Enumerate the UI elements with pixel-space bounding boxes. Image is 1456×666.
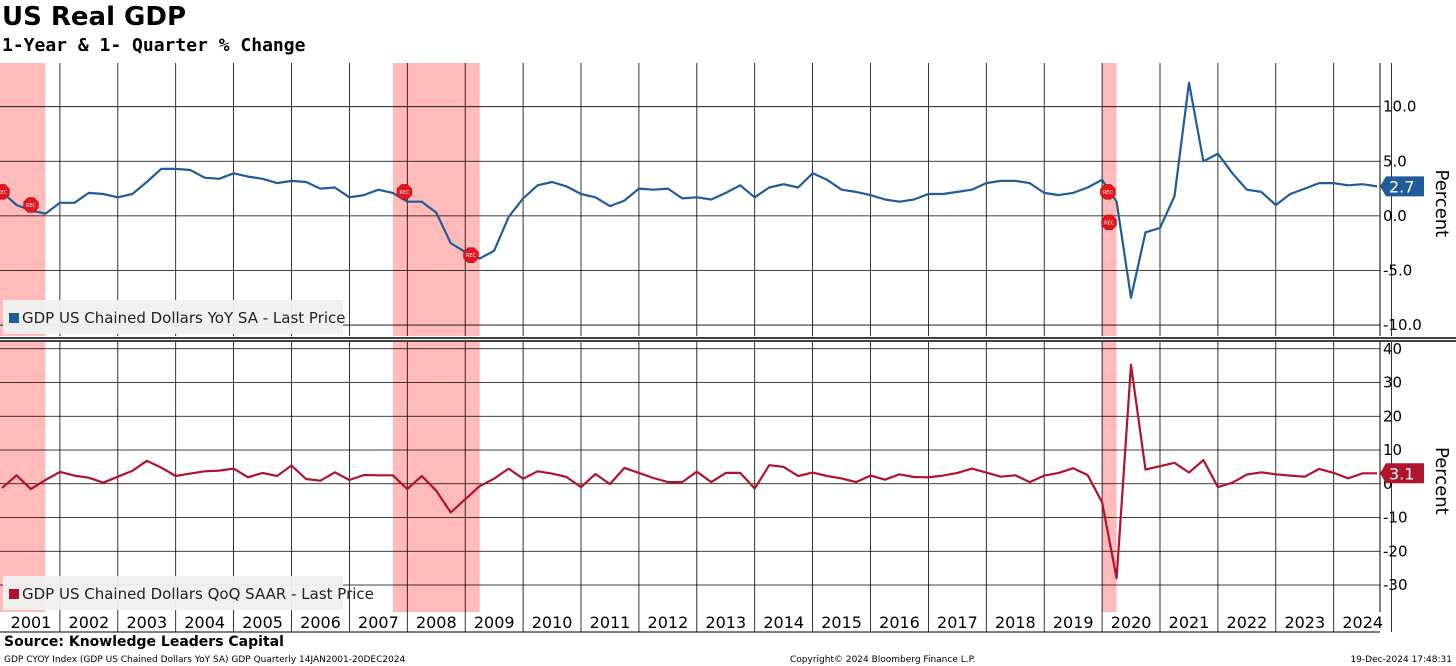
chart-subtitle: 1-Year & 1- Quarter % Change (2, 35, 306, 56)
x-axis: 2001 2002 2003 2004 2005 2006 2007 2008 2009 2010… (0, 612, 1392, 633)
y-axis-label: Percent (1431, 170, 1452, 238)
recession-marker-label: REC (0, 190, 8, 196)
x-tick-label: 2024 (1342, 613, 1383, 632)
legend-box (3, 300, 343, 334)
x-tick-label: 2023 (1284, 613, 1325, 632)
x-tick-label: 2018 (995, 613, 1036, 632)
x-tick-label: 2014 (763, 613, 804, 632)
x-tick-label: 2001 (11, 613, 52, 632)
x-tick-label: 2003 (126, 613, 167, 632)
y-tick-label: -10 (1383, 509, 1408, 527)
y-tick-label: 30 (1383, 374, 1402, 392)
legend-swatch (9, 313, 19, 323)
y-tick-label: -10.0 (1383, 316, 1422, 334)
x-tick-label: 2002 (69, 613, 110, 632)
recession-band-2 (1102, 63, 1117, 336)
recession-marker-icon (0, 184, 10, 200)
y-tick-label: 0 (1383, 475, 1393, 493)
x-tick-label: 2004 (184, 613, 225, 632)
y-tick-label: 0.0 (1383, 207, 1407, 225)
x-tick-label: 2021 (1169, 613, 1210, 632)
series-line-0 (1, 81, 1378, 299)
last-value-badge (1380, 176, 1424, 197)
x-tick-label: 2006 (300, 613, 341, 632)
y-tick-label: -30 (1383, 576, 1408, 594)
legend-entry: GDP US Chained Dollars YoY SA - Last Pri… (22, 309, 346, 327)
legend-swatch (9, 589, 19, 599)
y-axis-label: Percent (1431, 447, 1452, 515)
x-tick-label: 2022 (1227, 613, 1268, 632)
bottom-panel-qoq: 40 30 20 10 0 -10 -20 -30 Percent 3.1 GDP US Chain… (0, 340, 1452, 612)
x-tick-label: 2010 (532, 613, 573, 632)
recession-band-0 (0, 342, 46, 612)
source-note: Source: Knowledge Leaders Capital (4, 634, 284, 650)
recession-marker-icon (1101, 214, 1117, 231)
chart-title: US Real GDP (2, 2, 187, 32)
index-note: GDP CYOY Index (GDP US Chained Dollars Y… (4, 655, 406, 665)
recession-band-0 (0, 63, 46, 336)
y-tick-label: 20 (1383, 407, 1402, 425)
recession-marker-label: REC (26, 203, 37, 209)
recession-marker-label: REC (466, 253, 477, 259)
x-tick-label: 2007 (358, 613, 399, 632)
recession-marker-icon (463, 247, 479, 263)
last-value-badge (1380, 463, 1424, 484)
x-tick-label: 2013 (705, 613, 746, 632)
y-tick-label: -5.0 (1383, 261, 1412, 279)
recession-marker-icon (23, 197, 39, 213)
timestamp: 19-Dec-2024 17:48:31 (1350, 655, 1452, 665)
recession-marker-icon (1100, 184, 1116, 200)
legend-entry: GDP US Chained Dollars QoQ SAAR - Last P… (22, 585, 374, 603)
y-tick-label: 40 (1383, 340, 1402, 358)
last-value-label: 2.7 (1389, 177, 1414, 196)
recession-marker-label: REC (399, 190, 410, 196)
copyright-note: Copyright© 2024 Bloomberg Finance L.P. (790, 655, 976, 665)
recession-marker-label: REC (1103, 190, 1114, 196)
y-tick-label: -20 (1383, 542, 1408, 560)
y-tick-label: 10.0 (1383, 98, 1416, 116)
x-tick-label: 2008 (416, 613, 457, 632)
recession-marker-label: REC (1104, 220, 1115, 226)
x-tick-label: 2011 (590, 613, 631, 632)
top-panel-yoy: 10.0 5.0 0.0 -5.0 -10.0 Percent 2.7 GDP US Chai… (0, 63, 1452, 336)
x-tick-label: 2012 (648, 613, 689, 632)
recession-band-1 (392, 63, 480, 336)
x-tick-label: 2019 (1053, 613, 1094, 632)
x-tick-label: 2005 (242, 613, 283, 632)
last-value-label: 3.1 (1389, 464, 1414, 483)
series-line-0 (1, 363, 1378, 580)
y-tick-label: 5.0 (1383, 152, 1407, 170)
legend-box (3, 576, 343, 610)
x-tick-label: 2009 (474, 613, 515, 632)
x-tick-label: 2016 (879, 613, 920, 632)
x-tick-label: 2017 (937, 613, 978, 632)
recession-marker-icon (396, 184, 413, 200)
y-tick-label: 10 (1383, 441, 1402, 459)
x-tick-label: 2015 (821, 613, 862, 632)
recession-band-2 (1102, 342, 1117, 612)
x-tick-label: 2020 (1111, 613, 1152, 632)
